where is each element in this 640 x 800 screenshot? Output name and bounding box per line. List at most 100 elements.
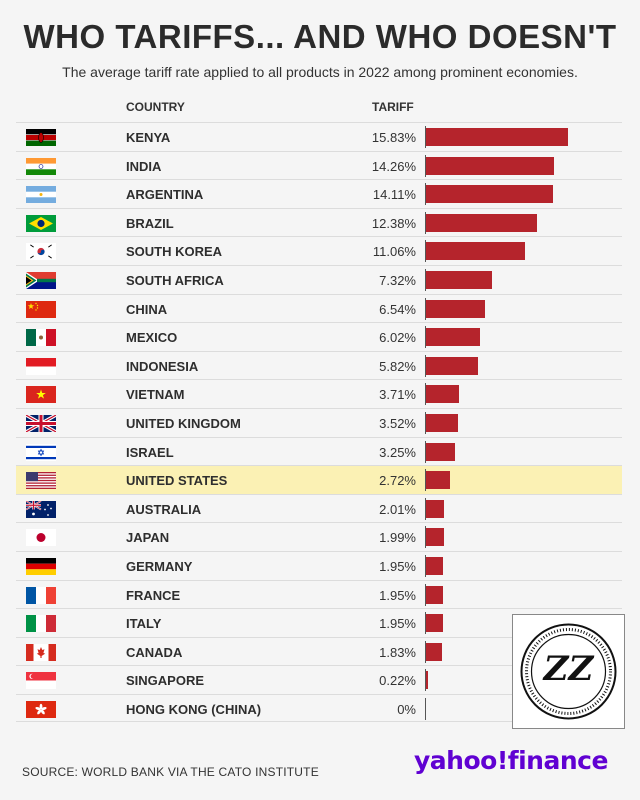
bar-baseline bbox=[425, 526, 426, 549]
tariff-rate-label: 14.26% bbox=[371, 158, 416, 174]
south-africa-flag-icon bbox=[26, 271, 56, 289]
table-row: INDONESIA 5.82% bbox=[16, 350, 622, 380]
bar-baseline bbox=[425, 640, 426, 663]
bar-baseline bbox=[425, 326, 426, 349]
country-name: ISRAEL bbox=[126, 444, 174, 460]
china-flag-icon bbox=[26, 300, 56, 318]
tariff-rate-label: 0.22% bbox=[379, 673, 416, 689]
bar-baseline bbox=[425, 354, 426, 377]
page-subtitle: The average tariff rate applied to all p… bbox=[62, 64, 578, 80]
seal-monogram: ZZ bbox=[543, 649, 594, 689]
tariff-rate-label: 1.95% bbox=[379, 587, 416, 603]
page-title: WHO TARIFFS... AND WHO DOESN'T bbox=[23, 18, 617, 55]
country-column-header: COUNTRY bbox=[126, 100, 185, 114]
country-name: ARGENTINA bbox=[126, 187, 204, 203]
united-kingdom-flag-icon bbox=[26, 414, 56, 432]
tariff-rate-label: 1.99% bbox=[379, 530, 416, 546]
singapore-flag-icon bbox=[26, 672, 56, 690]
tariff-rate-label: 3.52% bbox=[379, 415, 416, 431]
tariff-rate-label: 2.72% bbox=[379, 473, 416, 489]
tariff-bar bbox=[426, 242, 526, 261]
country-name: MEXICO bbox=[126, 330, 178, 346]
tariff-rate-label: 1.95% bbox=[379, 558, 416, 574]
tariff-table: KENYA 15.83% INDIA 14.26% ARGENTINA 14.11% BRA… bbox=[16, 122, 622, 723]
bar-baseline bbox=[425, 268, 426, 291]
table-row: ITALY 1.95% bbox=[16, 608, 622, 637]
tariff-rate-label: 11.06% bbox=[372, 244, 416, 260]
table-row: JAPAN 1.99% bbox=[16, 522, 622, 551]
yahoo-finance-logo: yahoo!finance bbox=[414, 746, 608, 775]
table-row: HONG KONG (CHINA) 0% bbox=[16, 693, 622, 723]
tariff-bar bbox=[426, 413, 458, 432]
country-name: UNITED STATES bbox=[126, 473, 228, 489]
tariff-bar bbox=[426, 213, 538, 232]
table-row: KENYA 15.83% bbox=[16, 122, 622, 151]
tariff-rate-label: 6.54% bbox=[379, 301, 416, 317]
country-name: CANADA bbox=[126, 644, 183, 660]
italy-flag-icon bbox=[26, 615, 56, 633]
bar-baseline bbox=[425, 583, 426, 606]
bar-baseline bbox=[425, 211, 426, 234]
bar-baseline bbox=[425, 297, 426, 320]
tariff-bar bbox=[426, 328, 480, 347]
table-row: CANADA 1.83% bbox=[16, 636, 622, 666]
country-name: VIETNAM bbox=[126, 387, 185, 403]
bar-baseline bbox=[425, 612, 426, 635]
source-note: SOURCE: WORLD BANK VIA THE CATO INSTITUT… bbox=[22, 765, 319, 779]
bar-baseline bbox=[425, 126, 426, 148]
bar-baseline bbox=[425, 183, 426, 206]
bar-baseline bbox=[425, 383, 426, 406]
tariff-rate-label: 6.02% bbox=[379, 330, 416, 346]
tariff-bar bbox=[426, 385, 460, 404]
tariff-rate-label: 1.95% bbox=[379, 616, 416, 632]
country-name: BRAZIL bbox=[126, 215, 174, 231]
bar-baseline bbox=[425, 554, 426, 577]
bar-baseline bbox=[425, 669, 426, 692]
country-name: INDIA bbox=[126, 158, 162, 174]
country-name: KENYA bbox=[126, 130, 171, 145]
bar-baseline bbox=[425, 469, 426, 492]
bar-baseline bbox=[425, 697, 426, 720]
tariff-bar bbox=[426, 642, 443, 661]
tariff-rate-label: 15.83% bbox=[371, 130, 416, 145]
table-row: INDIA 14.26% bbox=[16, 150, 622, 180]
south-korea-flag-icon bbox=[26, 243, 56, 261]
tariff-rate-label: 5.82% bbox=[379, 358, 416, 374]
bar-baseline bbox=[425, 240, 426, 263]
table-row: MEXICO 6.02% bbox=[16, 322, 622, 351]
tariff-rate-label: 1.83% bbox=[379, 644, 416, 660]
country-name: HONG KONG (CHINA) bbox=[126, 701, 262, 717]
canada-flag-icon bbox=[26, 643, 56, 661]
japan-flag-icon bbox=[26, 529, 56, 547]
country-name: SINGAPORE bbox=[126, 673, 205, 689]
tariff-rate-label: 2.01% bbox=[379, 501, 416, 517]
tariff-bar bbox=[426, 671, 428, 690]
table-row: VIETNAM 3.71% bbox=[16, 379, 622, 408]
bar-baseline bbox=[425, 440, 426, 463]
tariff-bar bbox=[426, 528, 444, 547]
tariff-rate-label: 7.32% bbox=[379, 272, 416, 288]
seal-stamp: ZZ bbox=[512, 614, 625, 729]
tariff-bar bbox=[426, 156, 554, 175]
country-name: GERMANY bbox=[126, 558, 193, 574]
table-row: AUSTRALIA 2.01% bbox=[16, 493, 622, 523]
country-name: SOUTH AFRICA bbox=[126, 272, 224, 288]
tariff-bar bbox=[426, 299, 485, 318]
tariff-bar bbox=[426, 356, 479, 375]
tariff-rate-label: 3.71% bbox=[379, 387, 416, 403]
seal-ring-icon bbox=[520, 623, 617, 720]
table-row: UNITED STATES 2.72% bbox=[16, 465, 622, 494]
table-row: GERMANY 1.95% bbox=[16, 550, 622, 580]
vietnam-flag-icon bbox=[26, 386, 56, 404]
indonesia-flag-icon bbox=[26, 357, 56, 375]
country-name: UNITED KINGDOM bbox=[126, 415, 241, 431]
israel-flag-icon bbox=[26, 443, 56, 461]
bar-baseline bbox=[425, 411, 426, 434]
country-name: CHINA bbox=[126, 301, 168, 317]
brazil-flag-icon bbox=[26, 214, 56, 232]
table-row: ISRAEL 3.25% bbox=[16, 436, 622, 466]
table-row: CHINA 6.54% bbox=[16, 293, 622, 323]
germany-flag-icon bbox=[26, 557, 56, 575]
tariff-bar bbox=[426, 556, 444, 575]
tariff-bar bbox=[426, 614, 444, 633]
